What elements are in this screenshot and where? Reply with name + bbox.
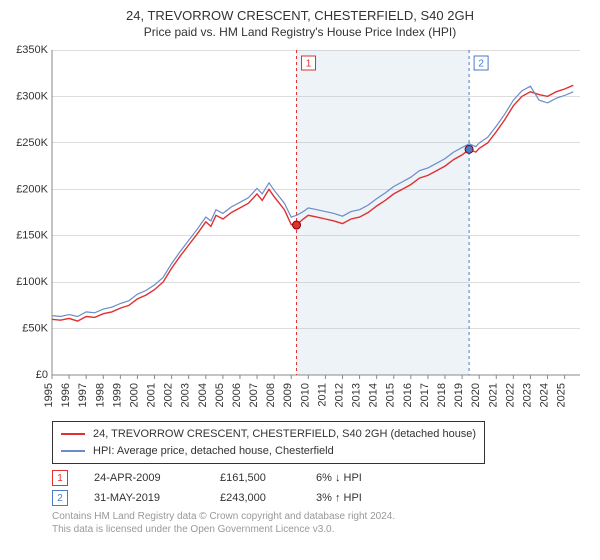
chart-svg: £0 £50K £100K £150K £200K £250K £300K £350K 1995… xyxy=(10,45,590,415)
sales-table: 1 24-APR-2009 £161,500 6% ↓ HPI 2 31-MAY-2019… xyxy=(52,470,590,506)
svg-text:2009: 2009 xyxy=(282,383,294,407)
svg-text:2005: 2005 xyxy=(214,383,226,407)
svg-text:£50K: £50K xyxy=(22,323,48,335)
svg-text:1996: 1996 xyxy=(60,383,72,407)
svg-text:£250K: £250K xyxy=(16,137,48,149)
svg-text:1998: 1998 xyxy=(94,383,106,407)
sale-diff: 6% ↓ HPI xyxy=(316,472,362,484)
svg-text:2001: 2001 xyxy=(146,383,158,407)
svg-text:1999: 1999 xyxy=(111,383,123,407)
svg-text:2019: 2019 xyxy=(453,383,465,407)
svg-text:2003: 2003 xyxy=(180,383,192,407)
svg-text:2011: 2011 xyxy=(316,383,328,407)
svg-text:2004: 2004 xyxy=(197,383,209,407)
svg-text:£150K: £150K xyxy=(16,230,48,242)
sale-badge: 1 xyxy=(52,470,68,486)
sale-diff: 3% ↑ HPI xyxy=(316,492,362,504)
svg-text:2017: 2017 xyxy=(419,383,431,407)
legend-swatch xyxy=(61,450,85,452)
svg-text:£300K: £300K xyxy=(16,90,48,102)
svg-text:2023: 2023 xyxy=(521,383,533,407)
legend-label: 24, TREVORROW CRESCENT, CHESTERFIELD, S4… xyxy=(93,426,476,443)
price-chart: £0 £50K £100K £150K £200K £250K £300K £350K 1995… xyxy=(10,45,590,415)
footer-attribution: Contains HM Land Registry data © Crown c… xyxy=(52,510,590,536)
sale-row: 1 24-APR-2009 £161,500 6% ↓ HPI xyxy=(52,470,590,486)
svg-text:2014: 2014 xyxy=(368,383,380,407)
svg-text:2008: 2008 xyxy=(265,383,277,407)
svg-text:2006: 2006 xyxy=(231,383,243,407)
page-title: 24, TREVORROW CRESCENT, CHESTERFIELD, S4… xyxy=(10,8,590,23)
svg-text:1: 1 xyxy=(306,59,312,70)
svg-text:2025: 2025 xyxy=(556,383,568,407)
sale-price: £161,500 xyxy=(220,472,290,484)
svg-text:2018: 2018 xyxy=(436,383,448,407)
svg-text:£100K: £100K xyxy=(16,276,48,288)
legend-swatch xyxy=(61,433,85,435)
svg-text:2012: 2012 xyxy=(333,383,345,407)
sale-price: £243,000 xyxy=(220,492,290,504)
footer-line: This data is licensed under the Open Gov… xyxy=(52,523,590,536)
svg-text:£200K: £200K xyxy=(16,183,48,195)
svg-text:2021: 2021 xyxy=(487,383,499,407)
svg-text:2013: 2013 xyxy=(351,383,363,407)
chart-legend: 24, TREVORROW CRESCENT, CHESTERFIELD, S4… xyxy=(52,421,485,464)
svg-text:2016: 2016 xyxy=(402,383,414,407)
svg-text:2000: 2000 xyxy=(128,383,140,407)
svg-text:£350K: £350K xyxy=(16,45,48,56)
svg-text:2015: 2015 xyxy=(385,383,397,407)
svg-text:2024: 2024 xyxy=(539,383,551,407)
svg-text:2007: 2007 xyxy=(248,383,260,407)
svg-text:1995: 1995 xyxy=(43,383,55,407)
svg-text:£0: £0 xyxy=(36,369,48,381)
svg-text:1997: 1997 xyxy=(77,383,89,407)
svg-text:2: 2 xyxy=(478,59,484,70)
footer-line: Contains HM Land Registry data © Crown c… xyxy=(52,510,590,523)
legend-item: HPI: Average price, detached house, Ches… xyxy=(61,443,476,460)
sale-date: 31-MAY-2019 xyxy=(94,492,194,504)
page-subtitle: Price paid vs. HM Land Registry's House … xyxy=(10,25,590,39)
svg-text:2022: 2022 xyxy=(504,383,516,407)
sale-row: 2 31-MAY-2019 £243,000 3% ↑ HPI xyxy=(52,490,590,506)
sale-date: 24-APR-2009 xyxy=(94,472,194,484)
svg-text:2020: 2020 xyxy=(470,383,482,407)
svg-text:2010: 2010 xyxy=(299,383,311,407)
svg-text:2002: 2002 xyxy=(163,383,175,407)
legend-item: 24, TREVORROW CRESCENT, CHESTERFIELD, S4… xyxy=(61,426,476,443)
sale-badge: 2 xyxy=(52,490,68,506)
legend-label: HPI: Average price, detached house, Ches… xyxy=(93,443,334,460)
